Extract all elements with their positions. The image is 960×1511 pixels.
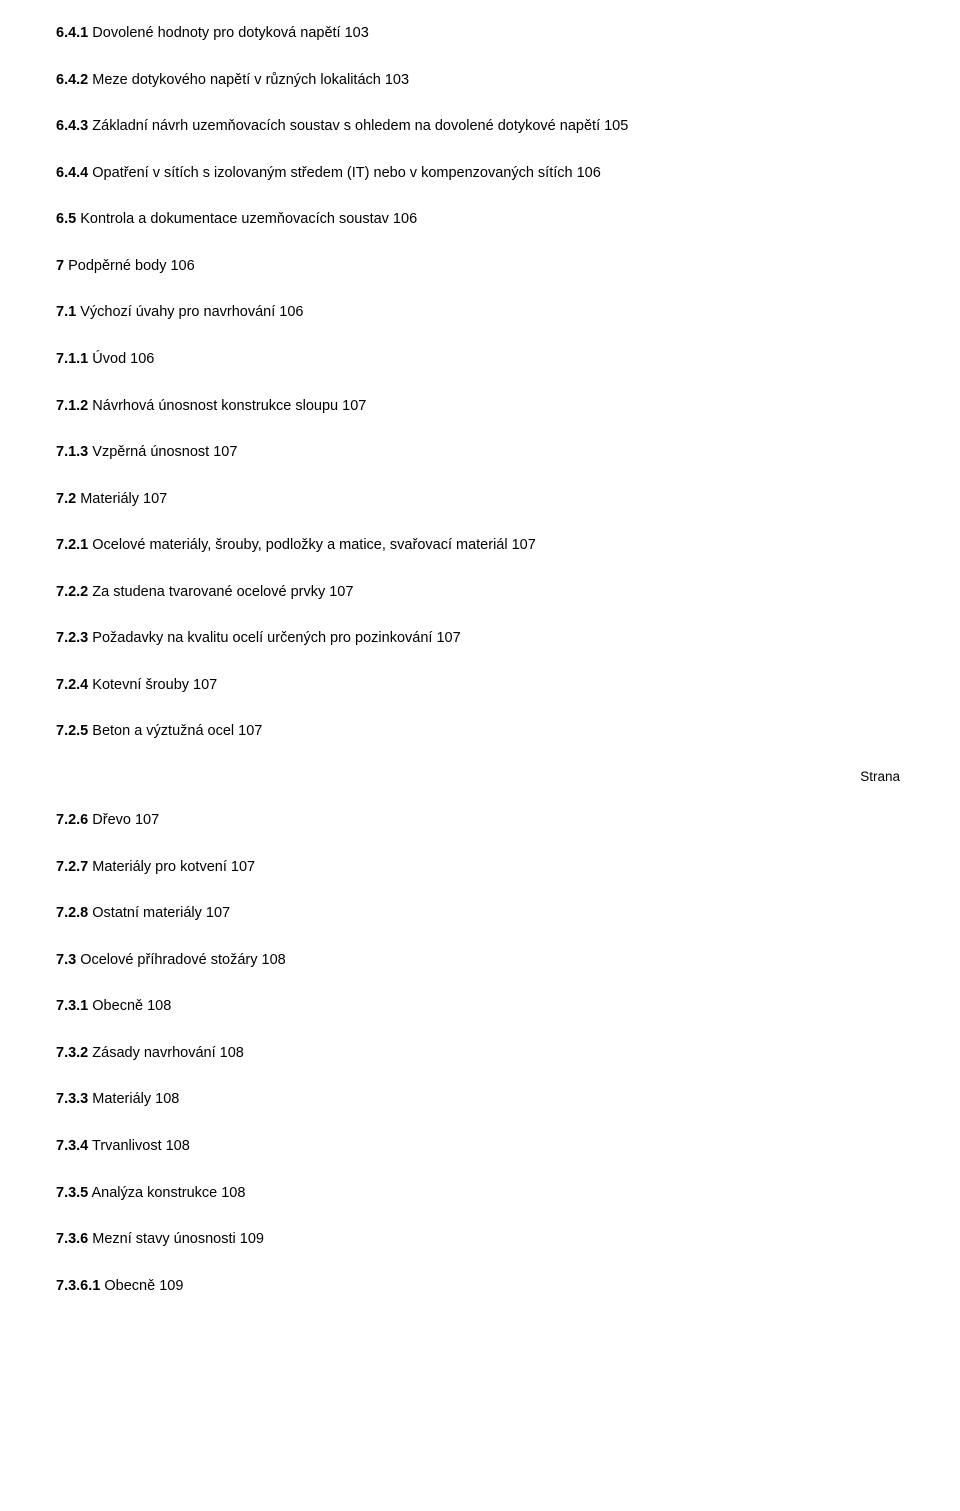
toc-entry-title: Podpěrné body 106 — [68, 258, 195, 274]
toc-entry: 7.3.3 Materiály 108 — [56, 1090, 904, 1110]
toc-entry: 7.2.8 Ostatní materiály 107 — [56, 904, 904, 924]
toc-entry: 6.4.3 Základní návrh uzemňovacích sousta… — [56, 117, 904, 137]
toc-entry-title: Trvanlivost 108 — [92, 1138, 190, 1154]
toc-entry-number: 7.3.5 — [56, 1185, 88, 1201]
toc-entry-number: 7.1.2 — [56, 398, 88, 414]
toc-entry: 6.4.2 Meze dotykového napětí v různých l… — [56, 71, 904, 91]
toc-entry-number: 7.2.1 — [56, 537, 88, 553]
toc-entry-title: Opatření v sítích s izolovaným středem (… — [92, 165, 601, 181]
toc-entry-title: Beton a výztužná ocel 107 — [92, 723, 262, 739]
toc-entry-title: Výchozí úvahy pro navrhování 106 — [80, 304, 303, 320]
toc-entry: 7.3 Ocelové příhradové stožáry 108 — [56, 951, 904, 971]
toc-entry-title: Zásady navrhování 108 — [92, 1045, 244, 1061]
toc-entry: 7.3.2 Zásady navrhování 108 — [56, 1044, 904, 1064]
toc-entry-number: 7.2.7 — [56, 859, 88, 875]
page-label-strana: Strana — [56, 769, 904, 784]
toc-entry-number: 7.3.1 — [56, 998, 88, 1014]
toc-entry-number: 7.2.3 — [56, 630, 88, 646]
toc-entry-title: Materiály 107 — [80, 491, 167, 507]
toc-entry-title: Meze dotykového napětí v různých lokalit… — [92, 72, 409, 88]
toc-entry-title: Ocelové materiály, šrouby, podložky a ma… — [92, 537, 536, 553]
toc-entry: 6.5 Kontrola a dokumentace uzemňovacích … — [56, 210, 904, 230]
toc-entry: 7.1.3 Vzpěrná únosnost 107 — [56, 443, 904, 463]
toc-entry: 7.2.1 Ocelové materiály, šrouby, podložk… — [56, 536, 904, 556]
toc-entry-number: 6.4.1 — [56, 25, 88, 41]
toc-entry-title: Obecně 109 — [104, 1278, 183, 1294]
toc-entry-title: Úvod 106 — [92, 351, 154, 367]
toc-entry: 6.4.1 Dovolené hodnoty pro dotyková napě… — [56, 24, 904, 44]
toc-entry: 7.1 Výchozí úvahy pro navrhování 106 — [56, 303, 904, 323]
toc-entry-number: 7.1 — [56, 304, 76, 320]
toc-entry: 7.2.2 Za studena tvarované ocelové prvky… — [56, 583, 904, 603]
toc-entry-number: 6.4.2 — [56, 72, 88, 88]
toc-entry: 7.1.1 Úvod 106 — [56, 350, 904, 370]
toc-entry-number: 6.4.3 — [56, 118, 88, 134]
toc-entry: 7.3.6.1 Obecně 109 — [56, 1277, 904, 1297]
toc-entry-number: 7.2.4 — [56, 677, 88, 693]
toc-entry-title: Materiály pro kotvení 107 — [92, 859, 255, 875]
toc-entry-title: Obecně 108 — [92, 998, 171, 1014]
toc-entry-number: 7.1.1 — [56, 351, 88, 367]
toc-entry-number: 7.3 — [56, 952, 76, 968]
toc-entry-title: Vzpěrná únosnost 107 — [92, 444, 237, 460]
toc-entry: 7.3.5 Analýza konstrukce 108 — [56, 1184, 904, 1204]
toc-entry-number: 7.2.8 — [56, 905, 88, 921]
toc-entry-title: Kontrola a dokumentace uzemňovacích sous… — [80, 211, 417, 227]
toc-entry: 7 Podpěrné body 106 — [56, 257, 904, 277]
document-page: 6.4.1 Dovolené hodnoty pro dotyková napě… — [0, 0, 960, 1363]
toc-entry-title: Ocelové příhradové stožáry 108 — [80, 952, 286, 968]
toc-entry-title: Dřevo 107 — [92, 812, 159, 828]
toc-entry-number: 7.3.2 — [56, 1045, 88, 1061]
toc-entry: 7.1.2 Návrhová únosnost konstrukce sloup… — [56, 397, 904, 417]
toc-entry-number: 7 — [56, 258, 64, 274]
toc-entry-number: 7.2.5 — [56, 723, 88, 739]
toc-entry-number: 7.3.3 — [56, 1091, 88, 1107]
toc-entry: 6.4.4 Opatření v sítích s izolovaným stř… — [56, 164, 904, 184]
toc-entry-title: Návrhová únosnost konstrukce sloupu 107 — [92, 398, 366, 414]
toc-entry-title: Analýza konstrukce 108 — [91, 1185, 245, 1201]
toc-entry: 7.2.5 Beton a výztužná ocel 107 — [56, 722, 904, 742]
toc-entry-number: 7.3.6 — [56, 1231, 88, 1247]
toc-entry: 7.2.6 Dřevo 107 — [56, 811, 904, 831]
toc-entry-title: Dovolené hodnoty pro dotyková napětí 103 — [92, 25, 369, 41]
toc-entry-title: Za studena tvarované ocelové prvky 107 — [92, 584, 353, 600]
toc-entry-title: Základní návrh uzemňovacích soustav s oh… — [92, 118, 628, 134]
toc-entry-number: 7.3.4 — [56, 1138, 88, 1154]
toc-entry: 7.3.4 Trvanlivost 108 — [56, 1137, 904, 1157]
toc-entry-number: 7.3.6.1 — [56, 1278, 100, 1294]
toc-entry-number: 6.4.4 — [56, 165, 88, 181]
toc-entry: 7.2 Materiály 107 — [56, 490, 904, 510]
toc-entry-number: 6.5 — [56, 211, 76, 227]
toc-entry: 7.3.6 Mezní stavy únosnosti 109 — [56, 1230, 904, 1250]
toc-entry: 7.2.4 Kotevní šrouby 107 — [56, 676, 904, 696]
toc-entry: 7.2.7 Materiály pro kotvení 107 — [56, 858, 904, 878]
toc-entry-title: Požadavky na kvalitu ocelí určených pro … — [92, 630, 460, 646]
toc-entry-title: Mezní stavy únosnosti 109 — [92, 1231, 264, 1247]
toc-entry-title: Materiály 108 — [92, 1091, 179, 1107]
toc-entry-number: 7.2.6 — [56, 812, 88, 828]
toc-entry-title: Kotevní šrouby 107 — [92, 677, 217, 693]
toc-entry: 7.2.3 Požadavky na kvalitu ocelí určenýc… — [56, 629, 904, 649]
toc-entry-number: 7.1.3 — [56, 444, 88, 460]
toc-entry: 7.3.1 Obecně 108 — [56, 997, 904, 1017]
toc-entry-title: Ostatní materiály 107 — [92, 905, 230, 921]
toc-entry-number: 7.2 — [56, 491, 76, 507]
toc-entry-number: 7.2.2 — [56, 584, 88, 600]
